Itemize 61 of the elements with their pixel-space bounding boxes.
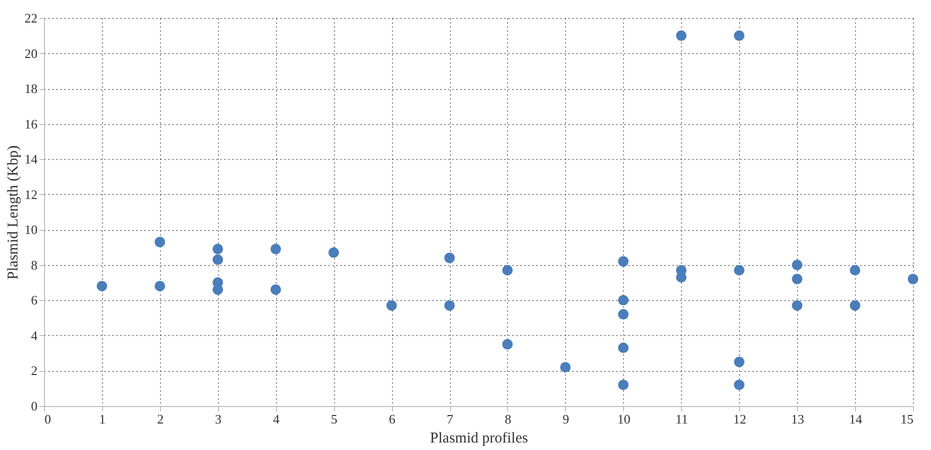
point (850, 300, 860, 311)
point (618, 309, 629, 320)
y-tick-label: 8 (31, 257, 38, 272)
point (850, 264, 860, 276)
point (96, 280, 108, 292)
point (154, 280, 166, 292)
y-tick-label: 2 (31, 363, 38, 378)
point (734, 30, 744, 41)
y-axis-title: Plasmid Length (Kbp) (6, 145, 22, 280)
point (328, 247, 339, 258)
point (444, 300, 455, 311)
y-tick-label: 18 (24, 81, 38, 96)
point (734, 264, 744, 276)
y-tick-label: 4 (31, 328, 38, 343)
point (734, 356, 744, 368)
point (386, 300, 397, 311)
point (618, 256, 629, 267)
point (792, 274, 802, 284)
x-tick-label: 3 (215, 412, 222, 426)
point (212, 254, 224, 265)
x-tick-label: 4 (272, 412, 280, 426)
x-axis-title: Plasmid profiles (430, 430, 528, 446)
point (212, 244, 224, 254)
point (154, 236, 166, 248)
point (560, 362, 571, 372)
x-tick-label: 12 (733, 412, 746, 426)
point (792, 260, 802, 270)
y-tick-label: 20 (24, 46, 38, 61)
point (734, 380, 744, 390)
x-tick-label: 13 (791, 412, 804, 426)
point (270, 244, 281, 254)
point (908, 274, 918, 284)
x-tick-label: 6 (388, 412, 396, 426)
y-tick-label: 6 (31, 292, 38, 308)
x-tick-label: 5 (330, 412, 338, 426)
y-tick-label: 0 (31, 398, 38, 414)
x-tick-label: 10 (617, 412, 630, 426)
x-tick-label: 11 (676, 412, 688, 426)
x-tick-label: 9 (562, 412, 570, 426)
point (502, 264, 513, 276)
point (618, 294, 629, 306)
point (618, 380, 629, 390)
x-tick-label: 7 (446, 412, 454, 426)
point (270, 284, 281, 295)
y-tick-label: 22 (24, 10, 38, 26)
point (502, 339, 513, 350)
x-tick-label: 8 (504, 412, 512, 426)
point (792, 300, 802, 311)
x-tick-label: 15 (900, 412, 914, 426)
point (444, 252, 455, 264)
x-tick-label: 0 (44, 412, 51, 426)
y-tick-label: 16 (24, 116, 38, 132)
x-tick-label: 14 (849, 412, 863, 426)
y-tick-label: 12 (24, 186, 38, 202)
x-tick-label: 1 (99, 412, 106, 426)
point (676, 30, 687, 41)
point (618, 342, 629, 354)
point (676, 272, 687, 282)
y-tick-label: 10 (24, 222, 38, 238)
y-tick-label: 14 (24, 152, 38, 167)
x-tick-label: 2 (157, 412, 164, 426)
